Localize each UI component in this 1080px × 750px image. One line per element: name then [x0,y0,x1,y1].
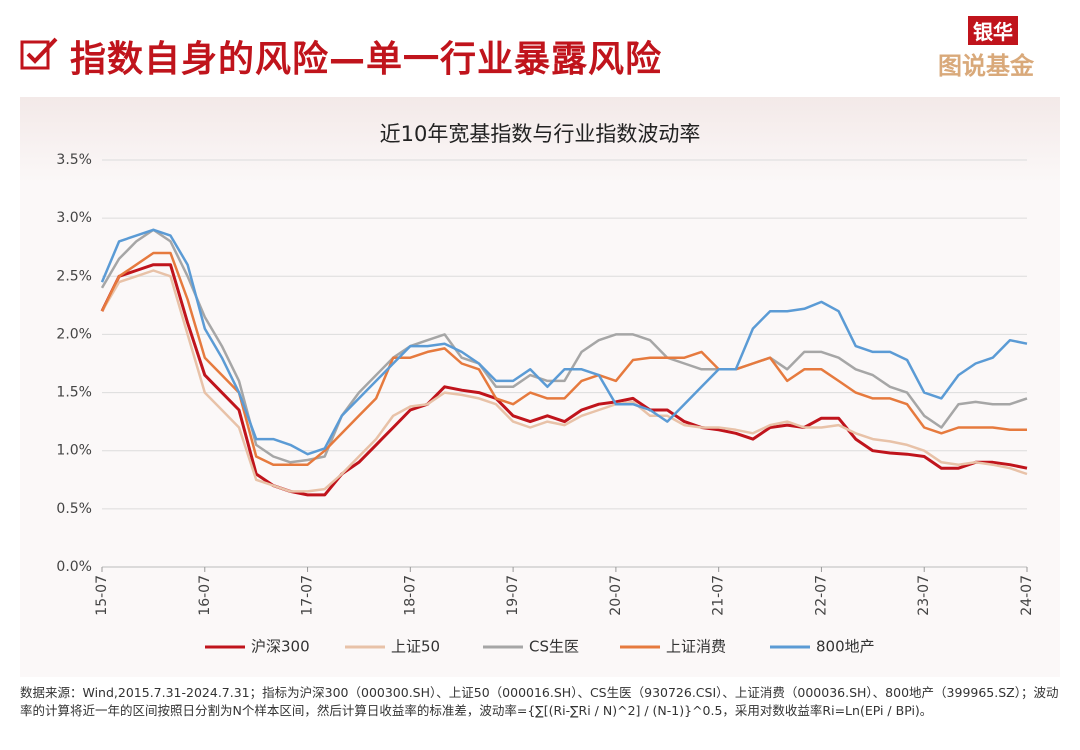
y-tick-label: 2.5% [56,268,92,284]
x-tick-label: 23-07 [916,575,932,616]
series-line [100,251,1027,466]
y-tick-label: 3.0% [56,210,92,226]
series-line [100,269,1028,493]
y-tick-label: 1.0% [56,443,92,459]
x-tick-label: 21-07 [711,575,727,616]
series-line [100,263,1028,497]
logo: 图说基金 [938,52,1034,80]
x-tick-label: 16-07 [197,575,213,616]
x-tick-label: 15-07 [94,575,110,616]
check-icon [20,37,58,70]
y-tick-label: 3.5% [56,152,92,168]
x-tick-label: 19-07 [505,575,521,616]
x-tick-label: 18-07 [402,575,418,616]
x-tick-label: 22-07 [813,575,829,616]
x-tick-label: 17-07 [300,575,316,616]
x-tick-label: 24-07 [1019,575,1035,616]
y-tick-label: 0.0% [56,559,92,575]
legend-label: 沪深300 [251,638,310,656]
legend-label: 上证50 [391,638,440,656]
legend-label: 800地产 [816,638,875,656]
y-tick-label: 0.5% [56,501,92,517]
chart: 近10年宽基指数与行业指数波动率 0.0% 0.5% 1.0% 1.5% 2.0% 2.5… [20,97,1060,677]
page-title: 指数自身的风险—单一行业暴露风险 [70,39,663,80]
y-tick-label: 2.0% [56,326,92,342]
footnote: 数据来源：Wind,2015.7.31-2024.7.31；指标为沪深300（0… [20,685,1059,718]
series-line [100,228,1028,464]
series-line [100,228,1028,456]
chart-title: 近10年宽基指数与行业指数波动率 [380,122,701,146]
y-tick-label: 1.5% [56,385,92,401]
chart-panel [20,97,1060,677]
x-tick-label: 20-07 [608,575,624,616]
legend-label: 上证消费 [666,638,726,656]
legend-label: CS生医 [529,638,579,656]
logo: 银华 [968,16,1018,45]
